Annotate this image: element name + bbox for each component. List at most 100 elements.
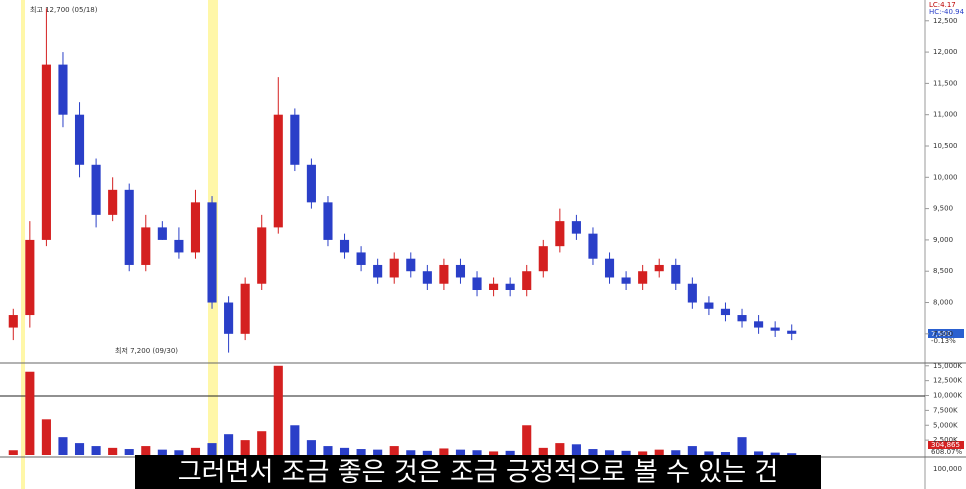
- volume-bar: [571, 444, 581, 455]
- candle-body: [638, 271, 648, 284]
- candle-body: [339, 239, 350, 253]
- candle-body: [356, 252, 366, 265]
- candle-body: [141, 227, 151, 265]
- volume-bar: [439, 448, 449, 455]
- candle-body: [406, 258, 416, 272]
- candle-body: [604, 258, 615, 278]
- change-label: -0.13%: [931, 337, 956, 345]
- volume-ratio: 608.07%: [931, 448, 962, 456]
- marks: 12,500 12,000 11,500 11,000 10,500 10,000 9,50…: [8, 8, 962, 455]
- candle-body: [108, 189, 118, 215]
- volume-bar: [339, 447, 350, 455]
- y2-tick-label: 12,500K: [933, 377, 962, 385]
- candle-body: [124, 189, 134, 265]
- candle-body: [74, 114, 85, 165]
- volume-bar: [174, 450, 184, 455]
- volume-bar: [555, 443, 565, 455]
- volume-bar: [389, 446, 399, 455]
- y-tick-label: 8,000: [933, 299, 953, 307]
- volume-bar: [455, 449, 466, 455]
- volume-bar: [373, 449, 383, 455]
- last-price: 7,500: [931, 330, 951, 338]
- indicator-tick: 100,000: [933, 465, 962, 473]
- y-tick-label: 12,500: [933, 17, 958, 25]
- candle-body: [273, 114, 283, 228]
- candle-body: [472, 277, 482, 290]
- volume-bar: [257, 431, 267, 455]
- volume-bar: [25, 371, 35, 455]
- volume-bar: [157, 449, 167, 455]
- candle-body: [157, 227, 167, 240]
- candle-body: [25, 239, 35, 316]
- candle-body: [41, 64, 51, 240]
- candle-body: [621, 277, 631, 284]
- volume-bar: [770, 452, 780, 455]
- candle-body: [455, 264, 466, 278]
- y-tick-label: 12,000: [933, 48, 958, 56]
- volume-bar: [522, 425, 532, 455]
- candle-body: [373, 264, 383, 278]
- candle-body: [720, 308, 731, 316]
- candle-body: [290, 114, 300, 165]
- candle-body: [704, 302, 714, 309]
- volume-bar: [141, 446, 151, 455]
- volume-bar: [74, 443, 85, 455]
- volume-bar: [588, 449, 598, 455]
- volume-bar: [787, 453, 797, 455]
- volume-bar: [124, 449, 134, 455]
- volume-bar: [190, 447, 201, 455]
- low-annotation: 최저 7,200 (09/30): [115, 346, 178, 355]
- y2-tick-label: 2,500K: [933, 436, 958, 444]
- volume-bar: [638, 451, 648, 455]
- candle-body: [8, 315, 18, 328]
- candle-body: [323, 202, 333, 240]
- volume-bar: [356, 449, 366, 455]
- volume-bar: [472, 450, 482, 455]
- candle-body: [571, 221, 581, 234]
- volume-bar: [604, 450, 615, 455]
- candle-body: [224, 302, 234, 334]
- volume-bar: [489, 451, 499, 455]
- candle-body: [770, 327, 780, 331]
- candle-body: [389, 258, 399, 278]
- lc-label: LC:4.17: [929, 1, 956, 9]
- y2-tick-label: 7,500K: [933, 406, 958, 414]
- volume-bar: [207, 443, 217, 455]
- y2-tick-label: 10,000K: [933, 392, 962, 400]
- candle-body: [174, 239, 184, 253]
- candle-body: [91, 164, 101, 215]
- candle-body: [306, 164, 316, 203]
- y-tick-label: 11,000: [933, 111, 958, 119]
- candle-body: [538, 246, 548, 272]
- volume-bar: [621, 450, 631, 455]
- volume-bar: [108, 447, 118, 455]
- volume-bar: [754, 451, 764, 455]
- volume-bar: [538, 447, 548, 455]
- subtitle: 그러면서 조금 좋은 것은 조금 긍정적으로 볼 수 있는 건: [178, 458, 779, 488]
- volume-bar: [406, 450, 416, 455]
- subtitle-box: [135, 455, 821, 489]
- volume-bar: [505, 450, 515, 455]
- candle-body: [588, 233, 598, 259]
- y-tick-label: 8,500: [933, 267, 953, 275]
- volume-bar: [306, 440, 316, 455]
- volume-bar: [737, 437, 747, 455]
- candle-body: [489, 283, 499, 290]
- volume-bar: [704, 451, 714, 455]
- last-price-box: [928, 329, 964, 338]
- candle-body: [522, 271, 532, 290]
- candle-body: [257, 227, 267, 284]
- volume-bar: [8, 450, 18, 455]
- candle-body: [240, 283, 250, 334]
- candle-body: [654, 264, 664, 272]
- y2-tick-label: 15,000K: [933, 362, 962, 370]
- volume-bar: [91, 446, 101, 455]
- volume-bar: [654, 449, 664, 455]
- hc-label: HC:-40.94: [929, 8, 965, 16]
- candle-body: [737, 315, 747, 322]
- candle-body: [555, 221, 565, 247]
- y-tick-label: 7,500: [933, 330, 953, 338]
- y-tick-label: 10,000: [933, 173, 958, 181]
- y-tick-label: 10,500: [933, 142, 958, 150]
